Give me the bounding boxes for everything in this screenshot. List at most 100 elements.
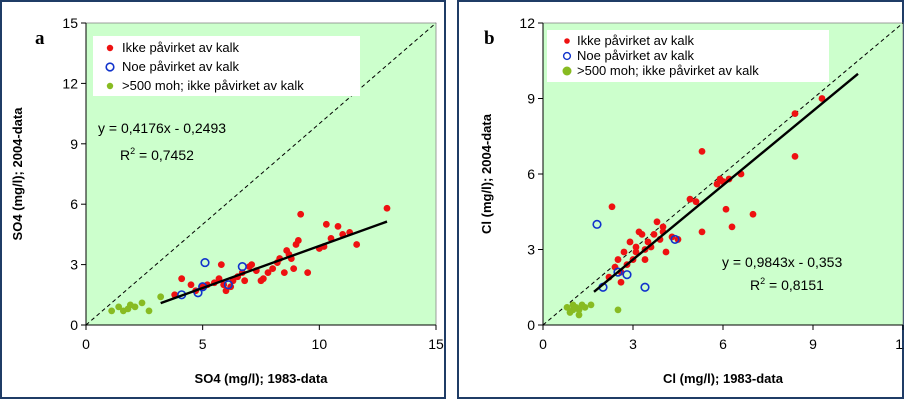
x-axis-title: SO4 (mg/l); 1983-data: [195, 371, 329, 386]
data-point-red: [248, 261, 256, 268]
data-point-red: [297, 210, 305, 218]
y-tick-label: 15: [62, 15, 78, 31]
data-point-red: [698, 147, 706, 155]
x-tick-label: 0: [539, 336, 547, 352]
r-squared-value: = 0,8151: [765, 277, 824, 293]
data-point-red: [653, 218, 661, 226]
legend-label-green: >500 moh; ikke påvirket av kalk: [577, 63, 759, 78]
regression-equation: y = 0,4176x - 0,2493: [98, 120, 226, 136]
data-point-red: [722, 205, 730, 213]
data-point-green: [587, 301, 595, 309]
y-tick-label: 3: [527, 242, 535, 258]
data-point-red: [322, 220, 330, 228]
data-point-red: [659, 223, 667, 231]
data-point-red: [749, 210, 757, 218]
data-point-red: [608, 203, 616, 211]
data-point-red: [383, 204, 391, 212]
regression-line: [593, 72, 859, 293]
legend-marker-green: [562, 66, 572, 76]
legend: Ikke påvirket av kalk Noe påvirket av ka…: [547, 30, 829, 82]
data-point-red: [632, 243, 640, 251]
x-tick-label: 5: [199, 336, 207, 352]
y-tick-label: 9: [527, 91, 535, 107]
panel-letter: b: [484, 28, 495, 49]
x-tick-label: 9: [809, 336, 817, 352]
legend-label-green: >500 moh; ikke påvirket av kalk: [122, 78, 304, 93]
data-point-green: [157, 293, 165, 301]
data-point-red: [353, 241, 361, 248]
x-tick-label: 0: [82, 336, 90, 352]
data-point-blue: [237, 262, 247, 272]
panel-a: 0 5 10 15 0 3 6 9 12 15 SO4 (mg/l); 2004-data SO4…: [0, 0, 446, 399]
data-point-red: [334, 222, 342, 230]
data-point-red: [241, 277, 249, 285]
regression-equation: y = 0,9843x - 0,353: [722, 254, 842, 270]
data-point-red: [187, 281, 195, 289]
data-point-red: [791, 110, 799, 117]
identity-line: [542, 22, 904, 326]
data-point-red: [818, 95, 826, 102]
data-point-red: [259, 275, 267, 283]
data-point-red: [632, 248, 640, 256]
x-tick-label: 15: [428, 336, 444, 352]
y-tick-label: 12: [62, 75, 78, 91]
data-point-red: [650, 231, 658, 238]
r-squared-value: = 0,7452: [135, 147, 194, 163]
x-tick-label: 12: [895, 336, 904, 352]
data-point-red: [728, 223, 736, 231]
legend-marker-red: [106, 44, 114, 52]
r-squared: R2 = 0,7452: [120, 146, 194, 163]
regression-label: y = 0,9843x - 0,353 R2 = 0,8151: [722, 254, 842, 293]
legend: Ikke påvirket av kalk Noe påvirket av ka…: [93, 36, 360, 96]
data-point-red: [217, 261, 225, 268]
data-point-red: [626, 238, 634, 246]
marks-layer: [542, 22, 904, 326]
data-point-red: [614, 256, 622, 263]
data-point-blue: [640, 282, 650, 292]
data-point-blue: [613, 267, 623, 277]
data-point-green: [138, 299, 146, 307]
panel-letter: a: [35, 28, 45, 49]
legend-label-blue: Noe påvirket av kalk: [122, 59, 240, 74]
y-tick-label: 12: [519, 15, 535, 31]
panel-b: 0 3 6 9 12 0 3 6 9 12 Cl (mg/l); 2004-data Cl (mg…: [457, 0, 904, 399]
axes-layer: 0 5 10 15 0 3 6 9 12 15: [62, 15, 444, 352]
r-squared: R2 = 0,8151: [750, 276, 824, 293]
marks-layer: [85, 22, 437, 326]
x-tick-label: 3: [629, 336, 637, 352]
axes-layer: 0 3 6 9 12 0 3 6 9 12: [519, 15, 904, 352]
data-point-blue: [670, 234, 680, 245]
data-point-red: [264, 269, 272, 277]
legend-label-red: Ikke påvirket av kalk: [122, 40, 240, 55]
r-squared-exponent: 2: [130, 146, 135, 156]
data-point-green: [614, 306, 622, 314]
data-point-green: [563, 303, 571, 311]
data-point-red: [178, 275, 186, 283]
data-point-green: [131, 303, 139, 311]
regression-label: y = 0,4176x - 0,2493 R2 = 0,7452: [98, 120, 226, 163]
data-point-green: [108, 307, 116, 315]
data-point-red: [617, 278, 625, 286]
data-point-green: [115, 303, 123, 311]
data-point-red: [290, 265, 298, 273]
legend-marker-blue: [105, 62, 115, 72]
y-tick-label: 6: [70, 196, 78, 212]
legend-box: [547, 30, 829, 82]
r-squared-prefix: R: [120, 147, 130, 163]
regression-line: [160, 220, 388, 305]
data-point-red: [304, 269, 312, 277]
legend-marker-blue: [562, 51, 572, 61]
y-tick-label: 0: [527, 317, 535, 333]
data-point-red: [791, 152, 799, 160]
y-axis-title: Cl (mg/l); 2004-data: [479, 113, 494, 234]
y-tick-label: 6: [527, 166, 535, 182]
legend-marker-red: [564, 38, 570, 44]
data-point-blue: [622, 270, 632, 280]
x-axis-title: Cl (mg/l); 1983-data: [663, 371, 784, 386]
legend-box: [93, 36, 360, 96]
data-point-green: [575, 306, 583, 314]
data-point-blue: [200, 257, 210, 268]
data-point-red: [280, 269, 288, 277]
legend-label-red: Ikke påvirket av kalk: [577, 33, 695, 48]
